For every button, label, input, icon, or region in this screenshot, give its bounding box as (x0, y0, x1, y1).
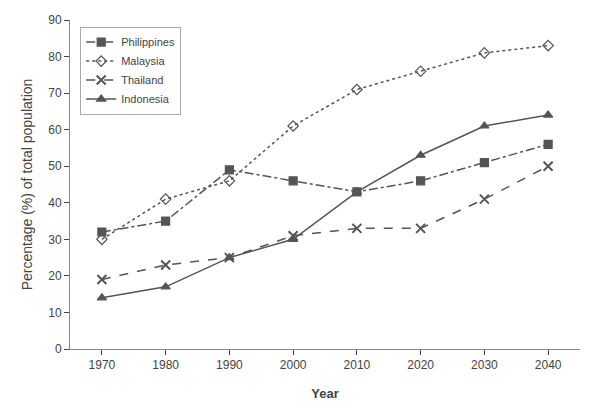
svg-text:70: 70 (48, 86, 62, 100)
svg-text:Indonesia: Indonesia (121, 93, 170, 105)
svg-text:10: 10 (48, 306, 62, 320)
svg-text:Percentage (%) of total popula: Percentage (%) of total population (19, 79, 35, 291)
svg-text:20: 20 (48, 269, 62, 283)
svg-text:1980: 1980 (152, 358, 179, 372)
svg-text:Thailand: Thailand (121, 74, 163, 86)
svg-text:30: 30 (48, 233, 62, 247)
svg-text:Philippines: Philippines (121, 36, 175, 48)
svg-text:0: 0 (55, 342, 62, 356)
svg-text:2030: 2030 (471, 358, 498, 372)
svg-text:50: 50 (48, 159, 62, 173)
svg-text:80: 80 (48, 50, 62, 64)
svg-text:1970: 1970 (89, 358, 116, 372)
svg-text:90: 90 (48, 13, 62, 27)
svg-text:2000: 2000 (280, 358, 307, 372)
svg-text:Year: Year (311, 386, 338, 401)
svg-text:40: 40 (48, 196, 62, 210)
svg-text:2020: 2020 (407, 358, 434, 372)
svg-text:2040: 2040 (535, 358, 562, 372)
svg-text:1990: 1990 (216, 358, 243, 372)
svg-text:2010: 2010 (344, 358, 371, 372)
svg-text:Malaysia: Malaysia (121, 55, 165, 67)
svg-text:60: 60 (48, 123, 62, 137)
